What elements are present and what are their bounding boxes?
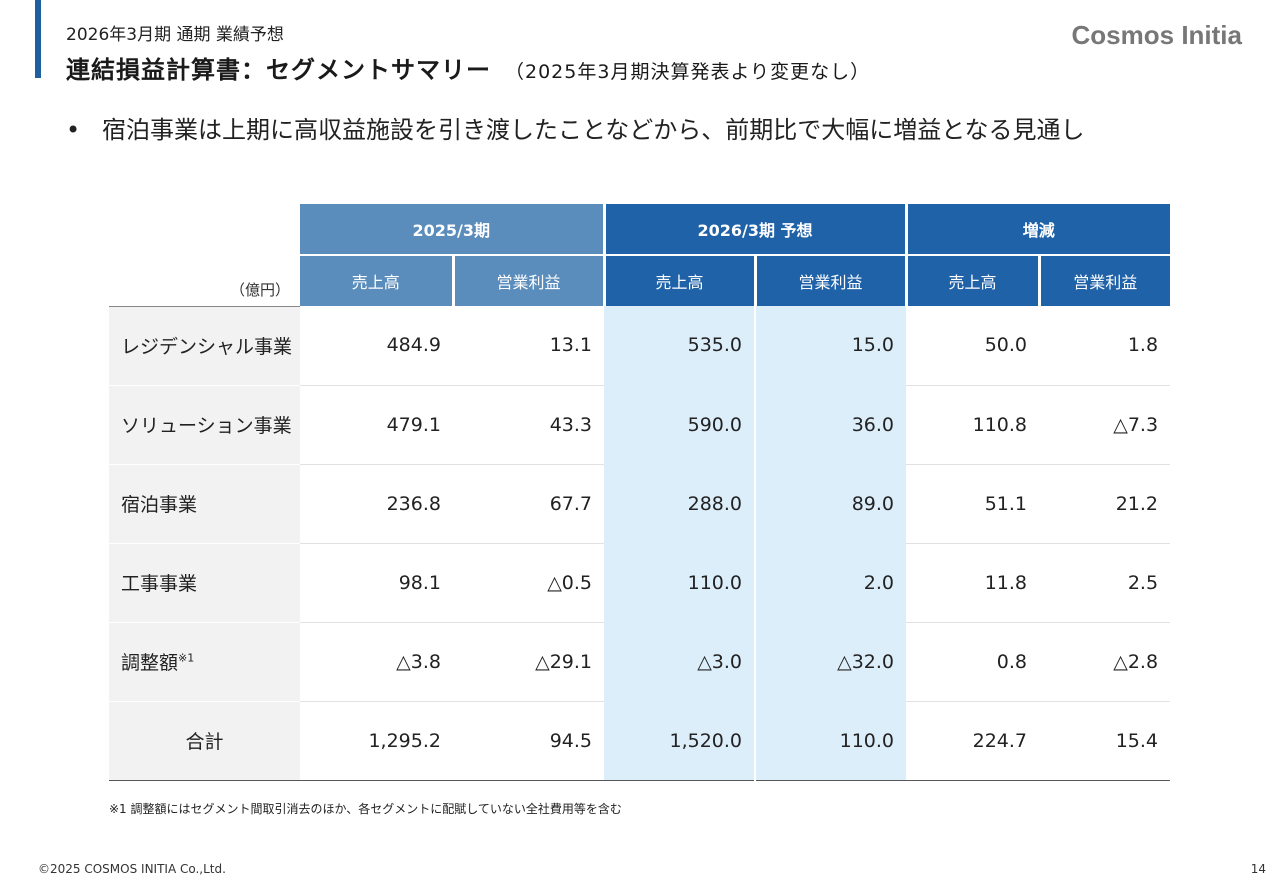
cell-value: △29.1 <box>453 622 605 702</box>
table-row-adjustment: 調整額※1 △3.8 △29.1 △3.0 △32.0 0.8 △2.8 <box>109 622 1171 702</box>
footnote: ※1 調整額にはセグメント間取引消去のほか、各セグメントに配賦していない全社費用… <box>109 802 622 816</box>
cell-value: △2.8 <box>1039 622 1171 702</box>
group-header-change: 増減 <box>904 204 1171 256</box>
cell-value: 288.0 <box>604 464 756 544</box>
cell-value: 0.8 <box>906 622 1040 702</box>
subheader-change-op-income: 営業利益 <box>1037 255 1171 306</box>
cell-value: △3.8 <box>300 622 453 702</box>
cell-value: 2.5 <box>1039 543 1171 623</box>
row-label: ソリューション事業 <box>109 385 300 465</box>
slide-title-text: 連結損益計算書：セグメントサマリー <box>66 56 491 84</box>
cell-value: 50.0 <box>906 306 1040 386</box>
cell-value: 94.5 <box>453 700 605 781</box>
cell-value: 590.0 <box>604 385 756 465</box>
unit-label: （億円） <box>109 204 300 307</box>
copyright: ©2025 COSMOS INITIA Co.,Ltd. <box>38 862 226 876</box>
cell-value: △0.5 <box>453 543 605 623</box>
cell-value: 89.0 <box>754 464 907 544</box>
cell-value: 15.4 <box>1039 700 1171 781</box>
cell-value: 535.0 <box>604 306 756 386</box>
cell-value: 110.8 <box>906 385 1040 465</box>
row-label: 宿泊事業 <box>109 464 300 544</box>
bullet-text: 宿泊事業は上期に高収益施設を引き渡したことなどから、前期比で大幅に増益となる見通… <box>102 116 1085 144</box>
group-header-fy2026-forecast: 2026/3期 予想 <box>602 204 907 256</box>
row-label: 合計 <box>109 700 300 781</box>
cell-value: 110.0 <box>754 700 907 781</box>
cell-value: △32.0 <box>754 622 907 702</box>
company-logo: Cosmos Initia <box>1071 20 1242 50</box>
table-row-hospitality: 宿泊事業 236.8 67.7 288.0 89.0 51.1 21.2 <box>109 464 1171 544</box>
table-group-header-row: （億円） 2025/3期 2026/3期 予想 増減 <box>109 204 1171 307</box>
cell-value: 236.8 <box>300 464 453 544</box>
cell-value: 479.1 <box>300 385 453 465</box>
cell-value: 110.0 <box>604 543 756 623</box>
subheader-change-sales: 売上高 <box>904 255 1040 306</box>
table-row-construction: 工事事業 98.1 △0.5 110.0 2.0 11.8 2.5 <box>109 543 1171 623</box>
group-header-fy2025: 2025/3期 <box>300 204 605 256</box>
cell-value: 51.1 <box>906 464 1040 544</box>
subheader-fy2025-op-income: 営業利益 <box>451 255 605 306</box>
row-label: 調整額※1 <box>109 622 300 702</box>
cell-value: 1,520.0 <box>604 700 756 781</box>
slide-title-note: （2025年3月期決算発表より変更なし） <box>505 61 871 83</box>
subheader-fy2026-op-income: 営業利益 <box>753 255 907 306</box>
cell-value: 36.0 <box>754 385 907 465</box>
cell-value: 13.1 <box>453 306 605 386</box>
cell-value: △3.0 <box>604 622 756 702</box>
cell-value: 1.8 <box>1039 306 1171 386</box>
slide-subtitle: 2026年3月期 通期 業績予想 <box>66 25 284 45</box>
table-sub-header-row: 売上高 営業利益 売上高 営業利益 売上高 営業利益 <box>109 255 1171 306</box>
slide-title: 連結損益計算書：セグメントサマリー （2025年3月期決算発表より変更なし） <box>66 50 870 85</box>
cell-value: 67.7 <box>453 464 605 544</box>
table-row-total: 合計 1,295.2 94.5 1,520.0 110.0 224.7 15.4 <box>109 700 1171 781</box>
subheader-fy2026-sales: 売上高 <box>602 255 756 306</box>
cell-value: 21.2 <box>1039 464 1171 544</box>
cell-value: 43.3 <box>453 385 605 465</box>
cell-value: 224.7 <box>906 700 1040 781</box>
bullet-mark: • <box>66 116 81 144</box>
subheader-fy2025-sales: 売上高 <box>300 255 453 306</box>
table-row-solution: ソリューション事業 479.1 43.3 590.0 36.0 110.8 △7… <box>109 385 1171 465</box>
row-label: レジデンシャル事業 <box>109 306 300 386</box>
page-number: 14 <box>1250 862 1266 876</box>
cell-value: 1,295.2 <box>300 700 453 781</box>
footnote-marker: ※1 <box>178 651 195 665</box>
cell-value: 15.0 <box>754 306 907 386</box>
cell-value: 11.8 <box>906 543 1040 623</box>
cell-value: 484.9 <box>300 306 453 386</box>
segment-summary-table: （億円） 2025/3期 2026/3期 予想 増減 売上高 営業利益 売上高 … <box>109 204 1171 781</box>
cell-value: 98.1 <box>300 543 453 623</box>
bullet-point: • 宿泊事業は上期に高収益施設を引き渡したことなどから、前期比で大幅に増益となる見… <box>66 110 1085 145</box>
row-label-text: 調整額 <box>121 652 179 674</box>
header-accent-bar <box>35 0 41 78</box>
cell-value: 2.0 <box>754 543 907 623</box>
table-row-residential: レジデンシャル事業 484.9 13.1 535.0 15.0 50.0 1.8 <box>109 306 1171 386</box>
row-label: 工事事業 <box>109 543 300 623</box>
cell-value: △7.3 <box>1039 385 1171 465</box>
